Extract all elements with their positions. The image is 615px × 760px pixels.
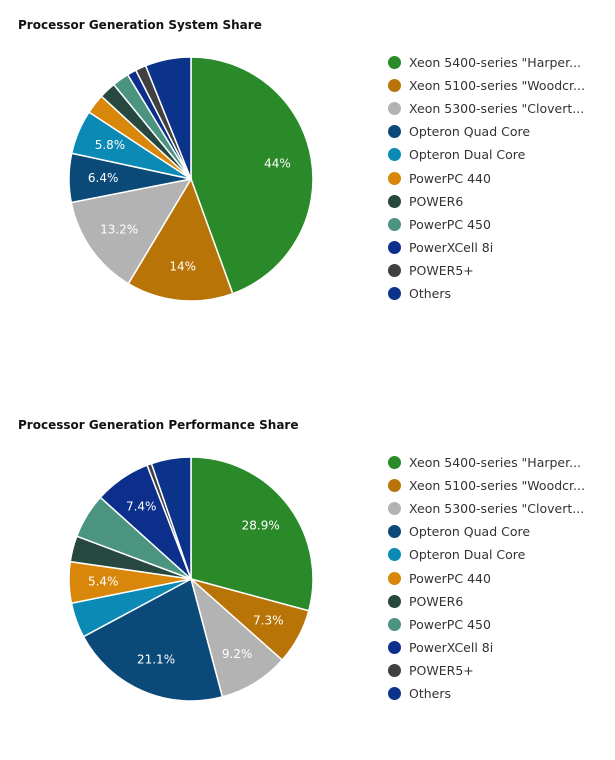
legend-label: Opteron Dual Core [409, 147, 526, 163]
legend-label: Xeon 5100-series "Woodcr... [409, 78, 585, 94]
legend-swatch-icon [388, 171, 401, 185]
legend-swatch-icon [388, 148, 401, 162]
pie-slice-xeon-5100-series-woodcrest[interactable] [127, 177, 234, 302]
legend-swatch-icon [388, 525, 401, 539]
chart-legend: Xeon 5400-series "Harper... Xeon 5100-ser… [388, 451, 608, 705]
legend-item-powerpc-440[interactable]: PowerPC 440 [388, 566, 608, 589]
pie-slice-others[interactable] [144, 56, 192, 180]
pie-slice-xeon-5400-series-harpertown[interactable] [190, 56, 314, 295]
legend-item-powerxcell-8i[interactable]: PowerXCell 8i [388, 236, 608, 259]
legend-swatch-icon [388, 102, 401, 116]
legend-label: POWER6 [409, 193, 464, 209]
legend-label: Others [409, 685, 452, 701]
data-label: 14% [169, 259, 196, 273]
legend-label: Xeon 5400-series "Harper... [409, 55, 582, 71]
data-label: 9.2% [222, 647, 253, 661]
legend-swatch-icon [388, 194, 401, 208]
data-label: 21.1% [137, 653, 175, 667]
legend-label: POWER6 [409, 593, 464, 609]
pie-slice-others[interactable] [150, 456, 192, 580]
legend-label: POWER5+ [409, 262, 474, 278]
legend-swatch-icon [388, 79, 401, 93]
legend-item-opteron-quad-core[interactable]: Opteron Quad Core [388, 520, 608, 543]
legend-swatch-icon [388, 240, 401, 254]
legend-label: PowerXCell 8i [409, 239, 494, 255]
legend-item-powerpc-450[interactable]: PowerPC 450 [388, 613, 608, 636]
data-label: 28.9% [242, 519, 280, 533]
pie-chart[interactable]: 44% 14% 13.2% 6.4% 5.8% [0, 40, 380, 360]
legend-swatch-icon [388, 617, 401, 631]
legend-label: Opteron Dual Core [409, 547, 526, 563]
legend-swatch-icon [388, 502, 401, 516]
legend-item-powerpc-450[interactable]: PowerPC 450 [388, 213, 608, 236]
legend-swatch-icon [388, 548, 401, 562]
legend-swatch-icon [388, 479, 401, 493]
legend-swatch-icon [388, 263, 401, 277]
legend-label: Xeon 5300-series "Clovert... [409, 501, 585, 517]
legend-swatch-icon [388, 686, 401, 700]
data-label: 13.2% [100, 222, 138, 236]
legend-swatch-icon [388, 594, 401, 608]
legend-label: Xeon 5400-series "Harper... [409, 455, 582, 471]
legend-item-others[interactable]: Others [388, 682, 608, 705]
legend-item-xeon-5300-series-clovertown[interactable]: Xeon 5300-series "Clovert... [388, 97, 608, 120]
chart-performance-share: Processor Generation Performance Share 2… [0, 400, 615, 760]
legend-label: PowerPC 440 [409, 170, 491, 186]
legend-item-power6[interactable]: POWER6 [388, 190, 608, 213]
legend-label: Opteron Quad Core [409, 124, 531, 140]
legend-label: PowerPC 450 [409, 616, 491, 632]
pie-slice-opteron-quad-core[interactable] [82, 577, 224, 702]
legend-item-power5[interactable]: POWER5+ [388, 659, 608, 682]
data-label: 5.8% [95, 138, 126, 152]
chart-system-share: Processor Generation System Share 44% 14%… [0, 0, 615, 360]
chart-legend: Xeon 5400-series "Harper... Xeon 5100-ser… [388, 51, 608, 305]
data-label: 5.4% [88, 575, 119, 589]
legend-label: Xeon 5100-series "Woodcr... [409, 478, 585, 494]
legend-label: POWER5+ [409, 662, 474, 678]
chart-title: Processor Generation System Share [18, 18, 262, 32]
legend-item-opteron-dual-core[interactable]: Opteron Dual Core [388, 143, 608, 166]
legend-swatch-icon [388, 663, 401, 677]
pie-slice-xeon-5400-series-harpertown[interactable] [190, 456, 314, 612]
legend-item-xeon-5100-series-woodcrest[interactable]: Xeon 5100-series "Woodcr... [388, 74, 608, 97]
legend-swatch-icon [388, 125, 401, 139]
legend-item-xeon-5300-series-clovertown[interactable]: Xeon 5300-series "Clovert... [388, 497, 608, 520]
legend-item-power6[interactable]: POWER6 [388, 590, 608, 613]
legend-label: Opteron Quad Core [409, 524, 531, 540]
legend-item-xeon-5400-series-harpertown[interactable]: Xeon 5400-series "Harper... [388, 451, 608, 474]
legend-item-power5[interactable]: POWER5+ [388, 259, 608, 282]
data-label: 44% [264, 157, 291, 171]
legend-item-powerxcell-8i[interactable]: PowerXCell 8i [388, 636, 608, 659]
legend-label: Xeon 5300-series "Clovert... [409, 101, 585, 117]
legend-swatch-icon [388, 456, 401, 470]
legend-swatch-icon [388, 286, 401, 300]
data-label: 7.4% [126, 500, 157, 514]
legend-label: PowerXCell 8i [409, 639, 494, 655]
legend-item-others[interactable]: Others [388, 282, 608, 305]
legend-item-powerpc-440[interactable]: PowerPC 440 [388, 166, 608, 189]
legend-item-xeon-5400-series-harpertown[interactable]: Xeon 5400-series "Harper... [388, 51, 608, 74]
pie-slice-xeon-5300-series-clovertown[interactable] [70, 177, 193, 285]
legend-label: PowerPC 450 [409, 216, 491, 232]
legend-swatch-icon [388, 56, 401, 70]
pie-chart[interactable]: 28.9% 7.3% 9.2% 21.1% 5.4% 7.4% [0, 440, 380, 760]
legend-swatch-icon [388, 640, 401, 654]
legend-item-xeon-5100-series-woodcrest[interactable]: Xeon 5100-series "Woodcr... [388, 474, 608, 497]
legend-label: PowerPC 440 [409, 570, 491, 586]
legend-swatch-icon [388, 571, 401, 585]
legend-swatch-icon [388, 217, 401, 231]
legend-item-opteron-quad-core[interactable]: Opteron Quad Core [388, 120, 608, 143]
chart-title: Processor Generation Performance Share [18, 418, 299, 432]
data-label: 6.4% [88, 171, 119, 185]
data-label: 7.3% [253, 614, 284, 628]
legend-label: Others [409, 285, 452, 301]
legend-item-opteron-dual-core[interactable]: Opteron Dual Core [388, 543, 608, 566]
